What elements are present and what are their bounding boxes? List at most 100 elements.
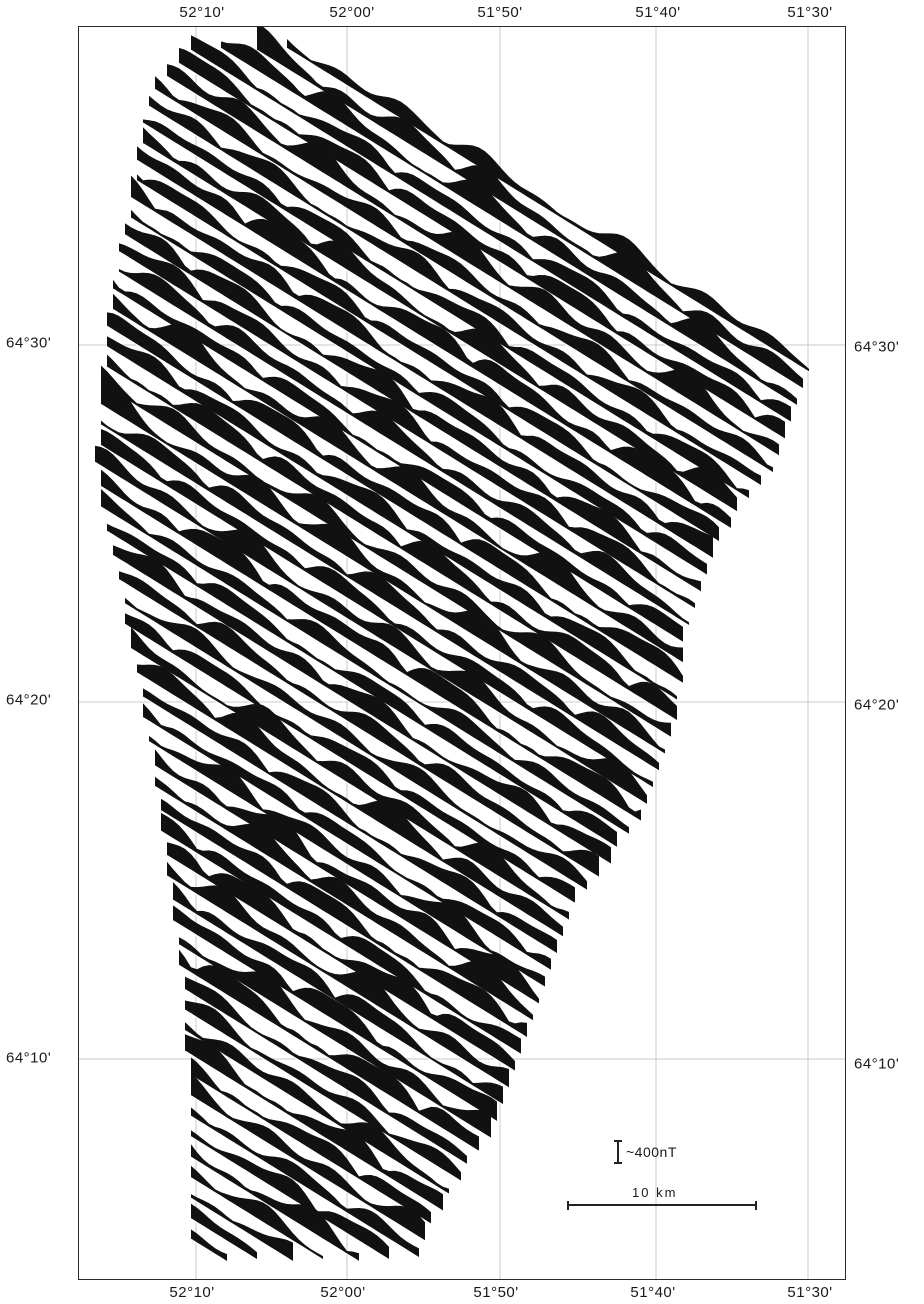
anomaly-profile-fill bbox=[107, 523, 617, 848]
profile-track-line bbox=[136, 159, 732, 530]
profile-track-line bbox=[184, 1009, 462, 1182]
anomaly-profile-fill bbox=[191, 1144, 359, 1262]
profile-track-line bbox=[178, 964, 480, 1152]
profile-track-line bbox=[190, 1218, 258, 1261]
profile-track-line bbox=[112, 288, 684, 643]
profile-track-line bbox=[112, 554, 612, 865]
profile-track-line bbox=[106, 366, 678, 722]
longitude-label-bottom-1: 52°10' bbox=[169, 1284, 215, 1301]
anomaly-profile-fill bbox=[191, 1130, 389, 1260]
profile-track-line bbox=[166, 75, 780, 457]
anomaly-profile-fill bbox=[101, 429, 653, 788]
anomaly-profile-fill bbox=[179, 47, 785, 440]
profile-track-line bbox=[124, 234, 702, 593]
longitude-label-bottom-4: 51°40' bbox=[630, 1284, 676, 1301]
anomaly-profile-fill bbox=[221, 41, 797, 406]
anomaly-profile-fill bbox=[287, 39, 809, 372]
longitude-label-bottom-2: 52°00' bbox=[320, 1284, 366, 1301]
profile-track-line bbox=[190, 1177, 324, 1261]
profile-track-line bbox=[154, 785, 534, 1022]
longitude-label-bottom-5: 51°30' bbox=[787, 1284, 833, 1301]
profile-track-line bbox=[100, 424, 660, 772]
latitude-label-left-2: 64°20' bbox=[6, 691, 52, 709]
anomaly-profile-fill bbox=[161, 812, 521, 1055]
anomaly-profile-fill bbox=[155, 776, 533, 1021]
anomaly-profile-fill bbox=[185, 1034, 443, 1212]
anomaly-profile-fill bbox=[191, 1194, 293, 1262]
anomaly-profile-fill bbox=[167, 64, 779, 456]
profile-track-line bbox=[118, 271, 690, 627]
profile-track-line bbox=[136, 672, 564, 938]
anomaly-profile-fill bbox=[191, 1165, 323, 1260]
anomaly-profile-fill bbox=[257, 27, 803, 389]
amplitude-scale-label: ~400nT bbox=[626, 1144, 677, 1160]
anomaly-profile-fill bbox=[143, 119, 749, 499]
anomaly-profile-fill bbox=[101, 365, 671, 738]
profile-track-line bbox=[100, 383, 672, 738]
magnetic-profile-map bbox=[79, 27, 845, 1279]
latitude-label-right-1: 64°30' bbox=[854, 338, 900, 356]
profile-track-line bbox=[142, 717, 552, 972]
anomaly-profile-fill bbox=[155, 76, 773, 473]
profile-track-line bbox=[148, 741, 546, 988]
profile-track-line bbox=[130, 197, 714, 560]
profile-track-line bbox=[166, 875, 510, 1089]
anomaly-profile-fill bbox=[101, 489, 629, 835]
anomaly-profile-fill bbox=[179, 937, 491, 1139]
anomaly-profile-fill bbox=[125, 597, 587, 891]
latitude-label-left-3: 64°10' bbox=[6, 1049, 52, 1067]
profile-track-line bbox=[190, 1136, 390, 1261]
longitude-label-bottom-3: 51°50' bbox=[473, 1284, 519, 1301]
anomaly-profile-fill bbox=[113, 545, 611, 865]
map-frame bbox=[78, 26, 846, 1280]
profile-track-line bbox=[100, 506, 630, 835]
profile-track-line bbox=[190, 1095, 426, 1242]
anomaly-profile-fill bbox=[179, 949, 479, 1152]
anomaly-profile-fill bbox=[185, 1000, 461, 1182]
profile-track-line bbox=[172, 920, 498, 1123]
amplitude-scale: ~400nT bbox=[614, 1140, 677, 1164]
anomaly-profile-fill bbox=[191, 1203, 257, 1260]
amplitude-scale-bar bbox=[614, 1140, 622, 1164]
profile-track-line bbox=[106, 530, 618, 849]
profile-track-line bbox=[118, 579, 600, 878]
latitude-label-left-1: 64°30' bbox=[6, 334, 52, 352]
longitude-label-top-2: 52°00' bbox=[329, 4, 375, 21]
profile-track-line bbox=[130, 648, 570, 921]
anomaly-profile-fill bbox=[185, 976, 467, 1165]
profile-track-line bbox=[286, 47, 810, 373]
anomaly-profile-fill bbox=[167, 861, 509, 1088]
profile-track-line bbox=[184, 1050, 444, 1212]
longitude-label-top-3: 51°50' bbox=[477, 4, 523, 21]
profile-track-line bbox=[154, 88, 774, 474]
longitude-label-top-1: 52°10' bbox=[179, 4, 225, 21]
profile-track-line bbox=[190, 1197, 294, 1263]
anomaly-profile-fill bbox=[143, 703, 551, 971]
profile-track-line bbox=[160, 810, 528, 1039]
anomaly-profile-fill bbox=[137, 664, 563, 937]
anomaly-profile-fill bbox=[173, 905, 497, 1122]
anomaly-profile-fill bbox=[185, 1022, 449, 1195]
anomaly-profile-fill bbox=[191, 1057, 431, 1225]
anomaly-profile-fill bbox=[191, 1229, 227, 1262]
profile-track-line bbox=[112, 308, 684, 664]
anomaly-profile-fill bbox=[143, 127, 737, 512]
profile-track-line bbox=[184, 1030, 450, 1195]
anomaly-profile-fill bbox=[95, 445, 647, 805]
distance-scale-bar bbox=[567, 1201, 757, 1210]
anomaly-profile-fill bbox=[119, 243, 695, 609]
profile-track-line bbox=[142, 122, 750, 500]
anomaly-profile-fill bbox=[125, 223, 701, 592]
anomaly-profile-fill bbox=[155, 749, 539, 1005]
profile-track-line bbox=[190, 1238, 228, 1263]
anomaly-profile-fill bbox=[137, 146, 731, 529]
anomaly-profile-fill bbox=[101, 469, 641, 822]
anomaly-profile-fill bbox=[191, 1107, 419, 1258]
profile-track-line bbox=[136, 180, 720, 543]
profile-track-line bbox=[118, 251, 696, 610]
anomaly-profile-fill bbox=[143, 688, 557, 954]
anomaly-profile-fill bbox=[101, 381, 665, 755]
anomaly-profile-fill bbox=[113, 293, 683, 663]
anomaly-profile-fill bbox=[161, 798, 527, 1038]
profile-track-line bbox=[190, 1156, 360, 1263]
